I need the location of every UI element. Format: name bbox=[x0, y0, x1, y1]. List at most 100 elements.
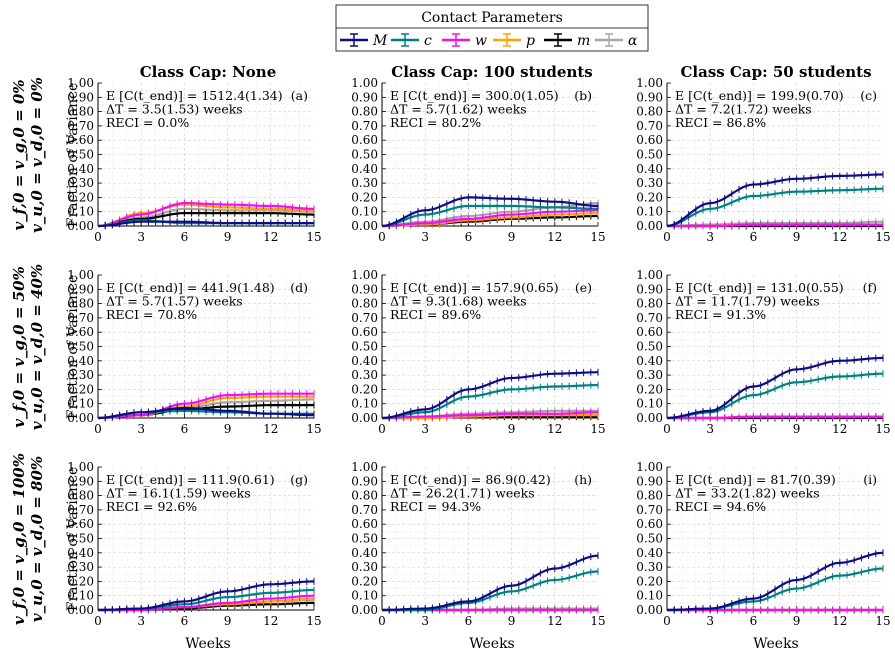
y-tick-label: 0.50 bbox=[351, 148, 378, 162]
x-tick-label: 9 bbox=[224, 422, 232, 436]
x-tick-label: 0 bbox=[378, 422, 386, 436]
y-tick-label: 0.20 bbox=[636, 382, 663, 396]
panel-info-9: E [C(t_end)] = 81.7(0.39)ΔT = 33.2(1.82)… bbox=[675, 472, 877, 514]
panel-info-line: E [C(t_end)] = 111.9(0.61) bbox=[106, 472, 275, 487]
panel-8: 0.000.100.200.300.400.500.600.700.800.90… bbox=[351, 460, 605, 628]
x-tick-label: 9 bbox=[224, 230, 232, 244]
panel-info-7: E [C(t_end)] = 111.9(0.61)ΔT = 16.1(1.59… bbox=[106, 472, 308, 514]
y-tick-label: 0.30 bbox=[636, 176, 663, 190]
x-tick-label: 0 bbox=[663, 422, 671, 436]
series-line-M bbox=[382, 554, 599, 612]
legend-entry-2: c bbox=[391, 33, 432, 49]
y-tick-label: 0.70 bbox=[636, 119, 663, 133]
y-tick-label: 0.00 bbox=[636, 219, 663, 233]
y-tick-label: 0.40 bbox=[67, 162, 94, 176]
x-tick-label: 6 bbox=[750, 614, 758, 628]
y-tick-label: 0.00 bbox=[351, 603, 378, 617]
x-tick-label: 3 bbox=[137, 230, 145, 244]
y-tick-label: 0.10 bbox=[636, 397, 663, 411]
panel-letter: (i) bbox=[863, 472, 877, 487]
y-tick-label: 0.90 bbox=[351, 90, 378, 104]
panel-letter: (f) bbox=[863, 280, 877, 295]
x-tick-label: 9 bbox=[508, 614, 516, 628]
series-M bbox=[381, 368, 599, 421]
y-tick-label: 1.00 bbox=[351, 268, 378, 282]
x-tick-label: 3 bbox=[137, 614, 145, 628]
series-M bbox=[666, 354, 884, 421]
legend-label-4: p bbox=[526, 33, 535, 49]
x-tick-label: 15 bbox=[590, 230, 605, 244]
y-tick-label: 0.40 bbox=[636, 162, 663, 176]
series-w bbox=[382, 408, 599, 422]
panel-2: 0.000.100.200.300.400.500.600.700.800.90… bbox=[351, 76, 605, 244]
row-label-2-line1: v_f,0 = v_g,0 = 50% bbox=[10, 266, 28, 428]
y-tick-label: 1.00 bbox=[636, 76, 663, 90]
series-M bbox=[666, 171, 884, 228]
panel-info-line: E [C(t_end)] = 441.9(1.48) bbox=[106, 280, 275, 295]
panel-info-line: RECI = 86.8% bbox=[675, 115, 766, 130]
y-tick-label: 0.40 bbox=[351, 162, 378, 176]
row-label-2-line2: v_u,0 = v_d,0 = 40% bbox=[28, 264, 46, 430]
x-tick-label: 6 bbox=[181, 614, 189, 628]
x-axis-label-1: Weeks bbox=[185, 636, 231, 652]
legend-title: Contact Parameters bbox=[421, 10, 563, 26]
y-axis-label-1: Fraction of Variance bbox=[65, 83, 81, 227]
panel-info-8: E [C(t_end)] = 86.9(0.42)ΔT = 26.2(1.71)… bbox=[390, 472, 592, 514]
y-tick-label: 0.10 bbox=[67, 589, 94, 603]
y-tick-label: 0.60 bbox=[351, 133, 378, 147]
x-tick-label: 12 bbox=[263, 614, 278, 628]
column-title-2: Class Cap: 100 students bbox=[391, 63, 593, 81]
x-tick-label: 3 bbox=[706, 614, 714, 628]
x-tick-label: 12 bbox=[547, 422, 562, 436]
y-tick-label: 0.00 bbox=[636, 411, 663, 425]
y-tick-label: 0.20 bbox=[636, 574, 663, 588]
x-tick-label: 15 bbox=[875, 230, 890, 244]
legend-label-2: c bbox=[424, 33, 432, 49]
panel-info-line: ΔT = 11.7(1.79) weeks bbox=[675, 294, 820, 309]
panel-info-line: RECI = 94.6% bbox=[675, 499, 766, 514]
y-tick-label: 0.50 bbox=[67, 532, 94, 546]
panel-6: 0.000.100.200.300.400.500.600.700.800.90… bbox=[636, 268, 890, 436]
y-tick-label: 0.20 bbox=[351, 382, 378, 396]
panel-3: 0.000.100.200.300.400.500.600.700.800.90… bbox=[636, 76, 890, 244]
y-tick-label: 1.00 bbox=[67, 268, 94, 282]
y-tick-label: 0.90 bbox=[67, 282, 94, 296]
panel-5: 0.000.100.200.300.400.500.600.700.800.90… bbox=[351, 268, 605, 436]
y-tick-label: 1.00 bbox=[67, 460, 94, 474]
panel-info-line: ΔT = 5.7(1.62) weeks bbox=[390, 102, 527, 117]
x-tick-label: 0 bbox=[94, 230, 102, 244]
x-tick-label: 15 bbox=[590, 422, 605, 436]
y-tick-label: 0.00 bbox=[636, 603, 663, 617]
panel-info-line: ΔT = 7.2(1.72) weeks bbox=[675, 102, 812, 117]
x-tick-label: 12 bbox=[263, 422, 278, 436]
panel-info-line: RECI = 91.3% bbox=[675, 307, 766, 322]
y-tick-label: 0.50 bbox=[636, 148, 663, 162]
legend-label-1: M bbox=[372, 33, 388, 49]
x-tick-label: 6 bbox=[465, 422, 473, 436]
y-tick-label: 0.00 bbox=[67, 219, 94, 233]
panel-info-line: E [C(t_end)] = 199.9(0.70) bbox=[675, 88, 844, 103]
x-tick-label: 0 bbox=[94, 422, 102, 436]
y-tick-label: 0.10 bbox=[67, 397, 94, 411]
series-w bbox=[667, 413, 884, 422]
legend-entry-6: α bbox=[595, 33, 638, 49]
y-tick-label: 0.30 bbox=[636, 560, 663, 574]
x-tick-label: 0 bbox=[663, 230, 671, 244]
x-tick-label: 9 bbox=[508, 230, 516, 244]
panel-info-5: E [C(t_end)] = 157.9(0.65)ΔT = 9.3(1.68)… bbox=[390, 280, 592, 322]
x-tick-label: 15 bbox=[306, 422, 321, 436]
y-tick-label: 0.50 bbox=[351, 340, 378, 354]
y-tick-label: 0.30 bbox=[67, 368, 94, 382]
panel-info-line: ΔT = 9.3(1.68) weeks bbox=[390, 294, 527, 309]
row-label-3: v_f,0 = v_g,0 = 100% v_u,0 = v_d,0 = 80% bbox=[10, 453, 46, 625]
panel-info-line: RECI = 94.3% bbox=[390, 499, 481, 514]
series-M bbox=[98, 577, 315, 614]
y-tick-label: 0.80 bbox=[67, 297, 94, 311]
y-axis-label-2: Fraction of Variance bbox=[65, 275, 81, 419]
x-tick-label: 12 bbox=[263, 230, 278, 244]
y-tick-label: 0.70 bbox=[351, 119, 378, 133]
x-tick-label: 9 bbox=[508, 422, 516, 436]
series-w bbox=[667, 221, 884, 230]
panel-info-line: ΔT = 16.1(1.59) weeks bbox=[106, 486, 251, 501]
